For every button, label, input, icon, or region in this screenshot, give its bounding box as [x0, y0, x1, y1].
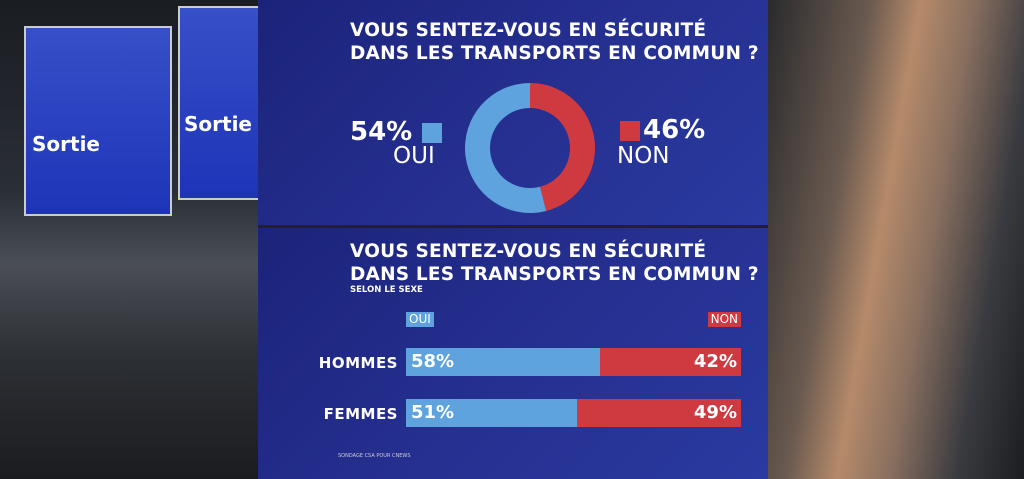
title-line: DANS LES TRANSPORTS EN COMMUN ?	[350, 43, 759, 64]
source-note: SONDAGE CSA POUR CNEWS	[338, 453, 411, 459]
bar-segment-oui: 58%	[406, 348, 601, 376]
oui-value: 54%	[350, 117, 413, 147]
bar-segment-oui: 51%	[406, 399, 577, 427]
bar-panel: VOUS SENTEZ-VOUS EN SÉCURITÉ DANS LES TR…	[258, 228, 768, 479]
bar-femmes: 51% 49%	[406, 399, 741, 427]
bar-segment-non: 42%	[600, 348, 741, 376]
chart-title: VOUS SENTEZ-VOUS EN SÉCURITÉ DANS LES TR…	[350, 240, 759, 286]
non-value: 46%	[643, 115, 706, 145]
legend-non: NON	[707, 312, 741, 327]
chart-subtitle: SELON LE SEXE	[350, 285, 423, 295]
legend-oui: OUI	[406, 312, 434, 327]
row-label-femmes: FEMMES	[323, 405, 398, 423]
donut-slice-oui	[465, 83, 547, 213]
sign-text: Sortie	[184, 112, 252, 136]
sign-text: Sortie	[32, 132, 100, 156]
non-label: NON	[617, 143, 670, 169]
non-legend-swatch	[620, 121, 640, 141]
donut-chart	[465, 83, 595, 213]
title-line: VOUS SENTEZ-VOUS EN SÉCURITÉ	[350, 20, 707, 41]
row-label-hommes: HOMMES	[318, 354, 398, 372]
metro-sign: Sortie	[178, 6, 262, 200]
donut-panel: VOUS SENTEZ-VOUS EN SÉCURITÉ DANS LES TR…	[258, 0, 768, 225]
oui-legend-swatch	[422, 123, 442, 143]
background-photo-right	[768, 0, 1024, 479]
bar-hommes: 58% 42%	[406, 348, 741, 376]
oui-label: OUI	[393, 143, 435, 169]
background-photo-left: Sortie Sortie	[0, 0, 262, 479]
title-line: VOUS SENTEZ-VOUS EN SÉCURITÉ	[350, 241, 707, 262]
title-line: DANS LES TRANSPORTS EN COMMUN ?	[350, 264, 759, 285]
donut-slice-non	[530, 83, 595, 211]
metro-sign: Sortie	[24, 26, 172, 216]
bar-segment-non: 49%	[576, 399, 741, 427]
chart-title: VOUS SENTEZ-VOUS EN SÉCURITÉ DANS LES TR…	[350, 19, 759, 65]
